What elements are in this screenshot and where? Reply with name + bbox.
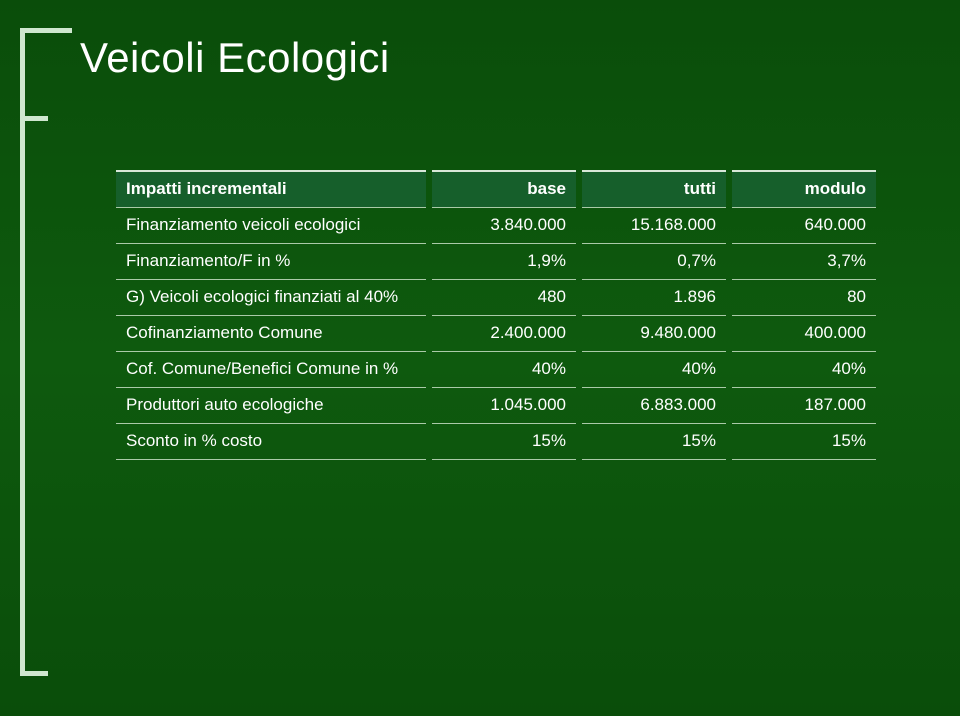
table-header-row: Impatti incrementali base tutti modulo (116, 170, 876, 208)
row-modulo: 400.000 (732, 316, 876, 352)
col-header-tutti: tutti (582, 170, 726, 208)
row-tutti: 15% (582, 424, 726, 460)
row-base: 1,9% (432, 244, 576, 280)
row-tutti: 40% (582, 352, 726, 388)
col-header-modulo: modulo (732, 170, 876, 208)
row-label: Cofinanziamento Comune (116, 316, 426, 352)
row-base: 15% (432, 424, 576, 460)
table-row: Sconto in % costo 15% 15% 15% (116, 424, 876, 460)
row-label: Produttori auto ecologiche (116, 388, 426, 424)
row-label: Cof. Comune/Benefici Comune in % (116, 352, 426, 388)
table-row: Finanziamento/F in % 1,9% 0,7% 3,7% (116, 244, 876, 280)
row-base: 40% (432, 352, 576, 388)
title-bracket-top (20, 28, 72, 116)
row-tutti: 0,7% (582, 244, 726, 280)
table-row: Finanziamento veicoli ecologici 3.840.00… (116, 208, 876, 244)
col-header-label: Impatti incrementali (116, 170, 426, 208)
row-base: 2.400.000 (432, 316, 576, 352)
table-row: Produttori auto ecologiche 1.045.000 6.8… (116, 388, 876, 424)
row-tutti: 1.896 (582, 280, 726, 316)
slide-title: Veicoli Ecologici (80, 34, 390, 82)
row-label: G) Veicoli ecologici finanziati al 40% (116, 280, 426, 316)
row-base: 3.840.000 (432, 208, 576, 244)
row-modulo: 187.000 (732, 388, 876, 424)
row-modulo: 640.000 (732, 208, 876, 244)
row-tutti: 6.883.000 (582, 388, 726, 424)
content-bracket (20, 116, 48, 676)
row-label: Sconto in % costo (116, 424, 426, 460)
table-row: Cofinanziamento Comune 2.400.000 9.480.0… (116, 316, 876, 352)
row-label: Finanziamento veicoli ecologici (116, 208, 426, 244)
row-base: 1.045.000 (432, 388, 576, 424)
row-modulo: 80 (732, 280, 876, 316)
table-row: G) Veicoli ecologici finanziati al 40% 4… (116, 280, 876, 316)
data-table: Impatti incrementali base tutti modulo F… (110, 170, 882, 460)
row-label: Finanziamento/F in % (116, 244, 426, 280)
row-modulo: 40% (732, 352, 876, 388)
row-modulo: 3,7% (732, 244, 876, 280)
row-base: 480 (432, 280, 576, 316)
row-tutti: 15.168.000 (582, 208, 726, 244)
row-tutti: 9.480.000 (582, 316, 726, 352)
col-header-base: base (432, 170, 576, 208)
row-modulo: 15% (732, 424, 876, 460)
data-table-wrap: Impatti incrementali base tutti modulo F… (110, 170, 870, 460)
table-row: Cof. Comune/Benefici Comune in % 40% 40%… (116, 352, 876, 388)
